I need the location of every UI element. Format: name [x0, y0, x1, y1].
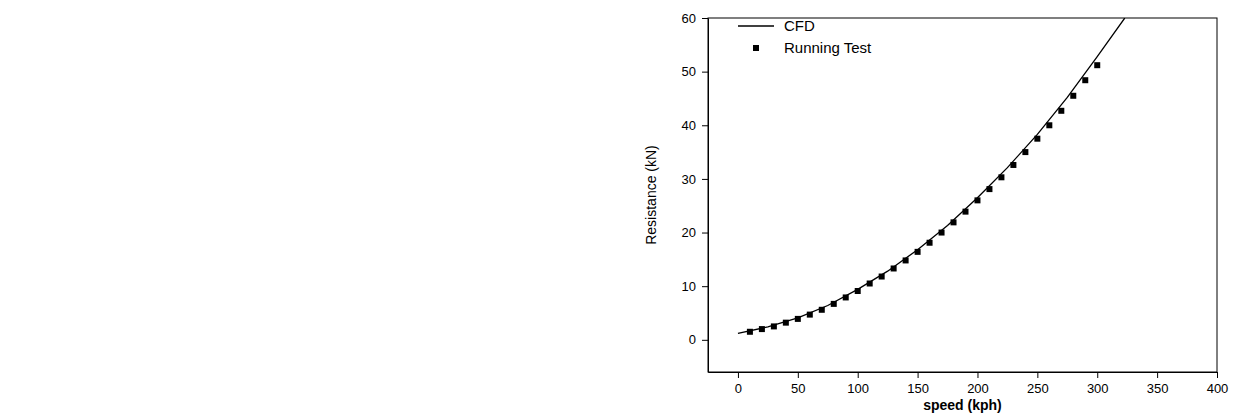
x-tick-mark [858, 372, 859, 378]
point [783, 320, 789, 326]
y-tick-mark [702, 125, 708, 126]
y-tick-mark [702, 179, 708, 180]
y-axis-line [708, 19, 709, 373]
x-axis-line [709, 372, 1218, 373]
x-tick-mark [1217, 372, 1218, 378]
x-tick: 0 [735, 372, 742, 396]
legend: CFD Running Test [738, 17, 872, 56]
x-tick: 50 [791, 372, 805, 396]
x-tick-mark [918, 372, 919, 378]
point [843, 294, 849, 300]
point [891, 265, 897, 271]
y-tick: 60 [682, 11, 708, 26]
y-tick-mark [702, 18, 708, 19]
x-tick-label: 400 [1207, 381, 1229, 396]
legend-marker [753, 45, 759, 51]
point [1070, 93, 1076, 99]
x-tick-label: 200 [967, 381, 989, 396]
y-tick-label: 10 [682, 279, 696, 294]
y-tick-label: 30 [682, 172, 696, 187]
x-tick: 100 [847, 372, 869, 396]
x-tick-label: 50 [791, 381, 805, 396]
point [1034, 136, 1040, 142]
x-tick: 200 [967, 372, 989, 396]
x-tick-label: 100 [847, 381, 869, 396]
y-tick-mark [702, 233, 708, 234]
x-axis: 0 50 100 150 200 250 300 350 400 [709, 372, 1229, 396]
x-tick-label: 250 [1027, 381, 1049, 396]
plot-area [738, 18, 1125, 335]
y-tick-mark [702, 286, 708, 287]
x-tick-mark [738, 372, 739, 378]
point [771, 323, 777, 329]
point [1010, 162, 1016, 168]
x-tick-mark [1037, 372, 1038, 378]
point [962, 209, 968, 215]
point [807, 312, 813, 318]
y-tick: 50 [682, 64, 708, 79]
x-tick: 400 [1207, 372, 1229, 396]
x-tick: 250 [1027, 372, 1049, 396]
point [1094, 62, 1100, 68]
point [759, 326, 765, 332]
point [879, 274, 885, 280]
y-tick: 0 [689, 332, 708, 347]
y-axis: 0 10 20 30 40 50 60 [682, 11, 709, 373]
point [747, 329, 753, 335]
point [986, 186, 992, 192]
x-tick-mark [798, 372, 799, 378]
y-tick-label: 0 [689, 332, 696, 347]
y-tick: 30 [682, 172, 708, 187]
x-tick-mark [977, 372, 978, 378]
x-tick-label: 0 [735, 381, 742, 396]
x-tick-mark [1097, 372, 1098, 378]
y-tick-label: 50 [682, 64, 696, 79]
y-tick-mark [702, 340, 708, 341]
y-tick: 20 [682, 225, 708, 240]
x-tick: 150 [907, 372, 929, 396]
y-tick: 10 [682, 279, 708, 294]
y-tick-label: 60 [682, 11, 696, 26]
y-tick: 40 [682, 118, 708, 133]
x-tick: 300 [1087, 372, 1109, 396]
point [1058, 108, 1064, 114]
y-tick-mark [702, 72, 708, 73]
x-tick: 350 [1147, 372, 1169, 396]
point [819, 307, 825, 313]
point [1022, 149, 1028, 155]
line [738, 18, 1125, 333]
x-tick-label: 300 [1087, 381, 1109, 396]
point [1082, 77, 1088, 83]
point [951, 219, 957, 225]
point [1046, 122, 1052, 128]
point [939, 230, 945, 236]
point [831, 301, 837, 307]
legend-label: CFD [784, 17, 815, 34]
y-axis-title: Resistance (kN) [643, 145, 659, 245]
point [867, 281, 873, 287]
point [903, 257, 909, 263]
legend-label: Running Test [784, 39, 872, 56]
point [927, 240, 933, 246]
point [855, 288, 861, 294]
plot-frame [708, 18, 1217, 372]
y-tick-label: 20 [682, 225, 696, 240]
point [998, 174, 1004, 180]
chart: 0 50 100 150 200 250 300 350 400 0 10 20 30 40 50 60 spe… [0, 0, 1235, 419]
legend-line [738, 25, 774, 26]
x-axis-title: speed (kph) [923, 397, 1002, 413]
point [974, 197, 980, 203]
x-tick-label: 350 [1147, 381, 1169, 396]
point [915, 249, 921, 255]
point [795, 316, 801, 322]
x-tick-label: 150 [907, 381, 929, 396]
y-tick-label: 40 [682, 118, 696, 133]
x-tick-mark [1157, 372, 1158, 378]
